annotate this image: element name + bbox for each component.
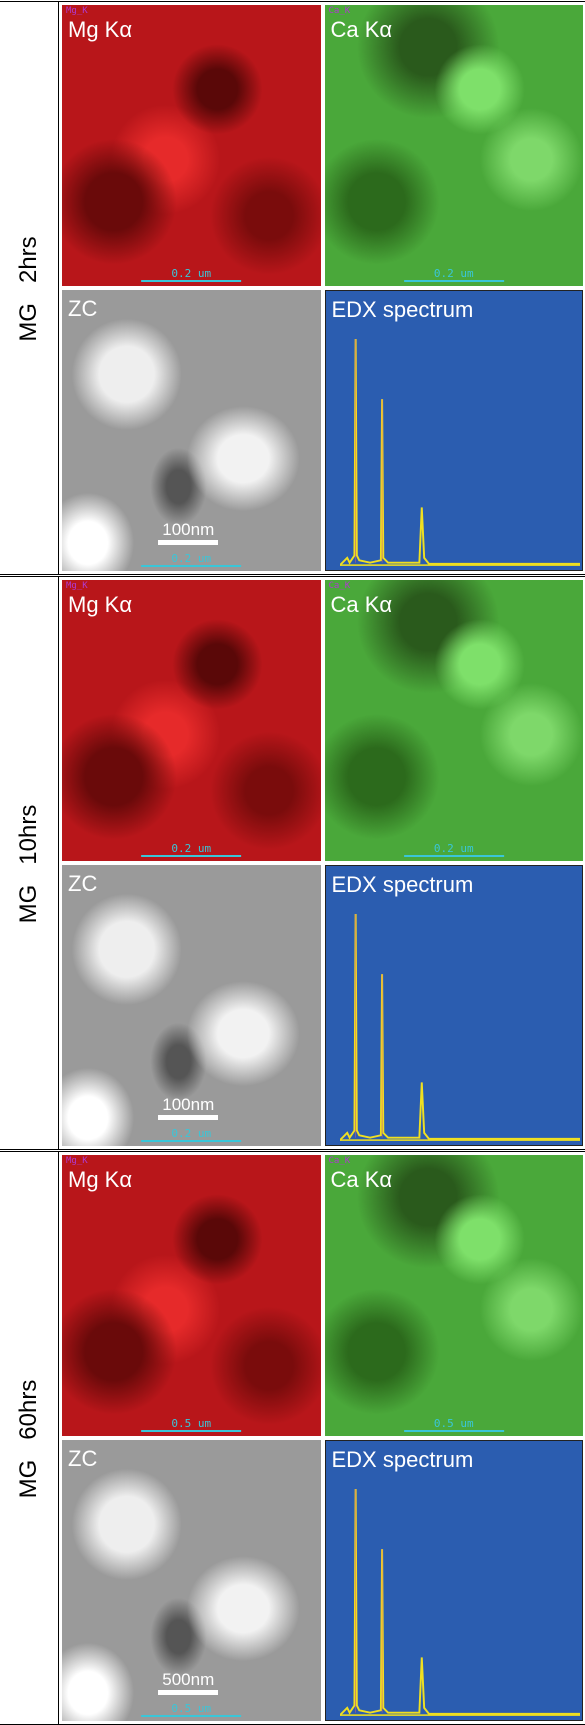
zc-label: ZC	[68, 871, 97, 897]
scale-label: 0.2 um	[404, 842, 504, 857]
row-label: MG 2hrs	[0, 2, 59, 574]
edx-label: EDX spectrum	[332, 1447, 474, 1473]
time-label: 10hrs	[15, 805, 42, 865]
row-label-text: MG 60hrs	[15, 1370, 43, 1509]
sample-name: MG	[15, 303, 42, 342]
row-label: MG 10hrs	[0, 577, 59, 1149]
scale-label: 0.2 um	[141, 267, 241, 282]
edx-panel: EDX spectrum	[325, 1440, 584, 1721]
sample-name: MG	[15, 1460, 42, 1499]
time-label: 60hrs	[15, 1380, 42, 1440]
map-tag: Mg_K	[66, 6, 88, 16]
row-label-text: MG 10hrs	[15, 795, 43, 934]
zc-image: ZC 500nm 0.5 um	[62, 1440, 321, 1721]
scale-label: 0.2 um	[141, 842, 241, 857]
map-tag: Ca_K	[329, 581, 351, 591]
sample-name: MG	[15, 885, 42, 924]
scale-label: 0.2 um	[141, 1127, 241, 1142]
row-label: MG 60hrs	[0, 1152, 59, 1724]
time-label: 2hrs	[15, 236, 42, 283]
map-label: Mg Kα	[68, 592, 132, 618]
spectrum	[340, 902, 581, 1143]
map-tag: Ca_K	[329, 6, 351, 16]
map-label: Mg Kα	[68, 1167, 132, 1193]
map-label: Ca Kα	[331, 1167, 393, 1193]
figure: MG2hrsMg_KMg Kα0.2 umCa_KCa Kα0.2 umZC10…	[0, 1, 585, 1725]
map-label: Ca Kα	[331, 592, 393, 618]
scale-label: 0.5 um	[141, 1702, 241, 1717]
map-tag: Mg_K	[66, 581, 88, 591]
zc-image: ZC 100nm 0.2 um	[62, 290, 321, 571]
spectrum	[340, 327, 581, 568]
map-tag: Mg_K	[66, 1156, 88, 1166]
zc-label: ZC	[68, 1446, 97, 1472]
map-label: Mg Kα	[68, 17, 132, 43]
map-label: Ca Kα	[331, 17, 393, 43]
edx-label: EDX spectrum	[332, 872, 474, 898]
scale-bar: 100nm	[158, 1095, 218, 1120]
zc-image: ZC 100nm 0.2 um	[62, 865, 321, 1146]
scale-bar: 100nm	[158, 520, 218, 545]
edx-panel: EDX spectrum	[325, 865, 584, 1146]
scale-label: 0.5 um	[141, 1417, 241, 1432]
row-label-text: MG 2hrs	[15, 226, 43, 351]
zc-label: ZC	[68, 296, 97, 322]
scale-label: 0.2 um	[141, 552, 241, 567]
edx-panel: EDX spectrum	[325, 290, 584, 571]
scale-label: 0.5 um	[404, 1417, 504, 1432]
scale-label: 0.2 um	[404, 267, 504, 282]
scale-bar: 500nm	[158, 1670, 218, 1695]
map-tag: Ca_K	[329, 1156, 351, 1166]
edx-label: EDX spectrum	[332, 297, 474, 323]
spectrum	[340, 1477, 581, 1718]
